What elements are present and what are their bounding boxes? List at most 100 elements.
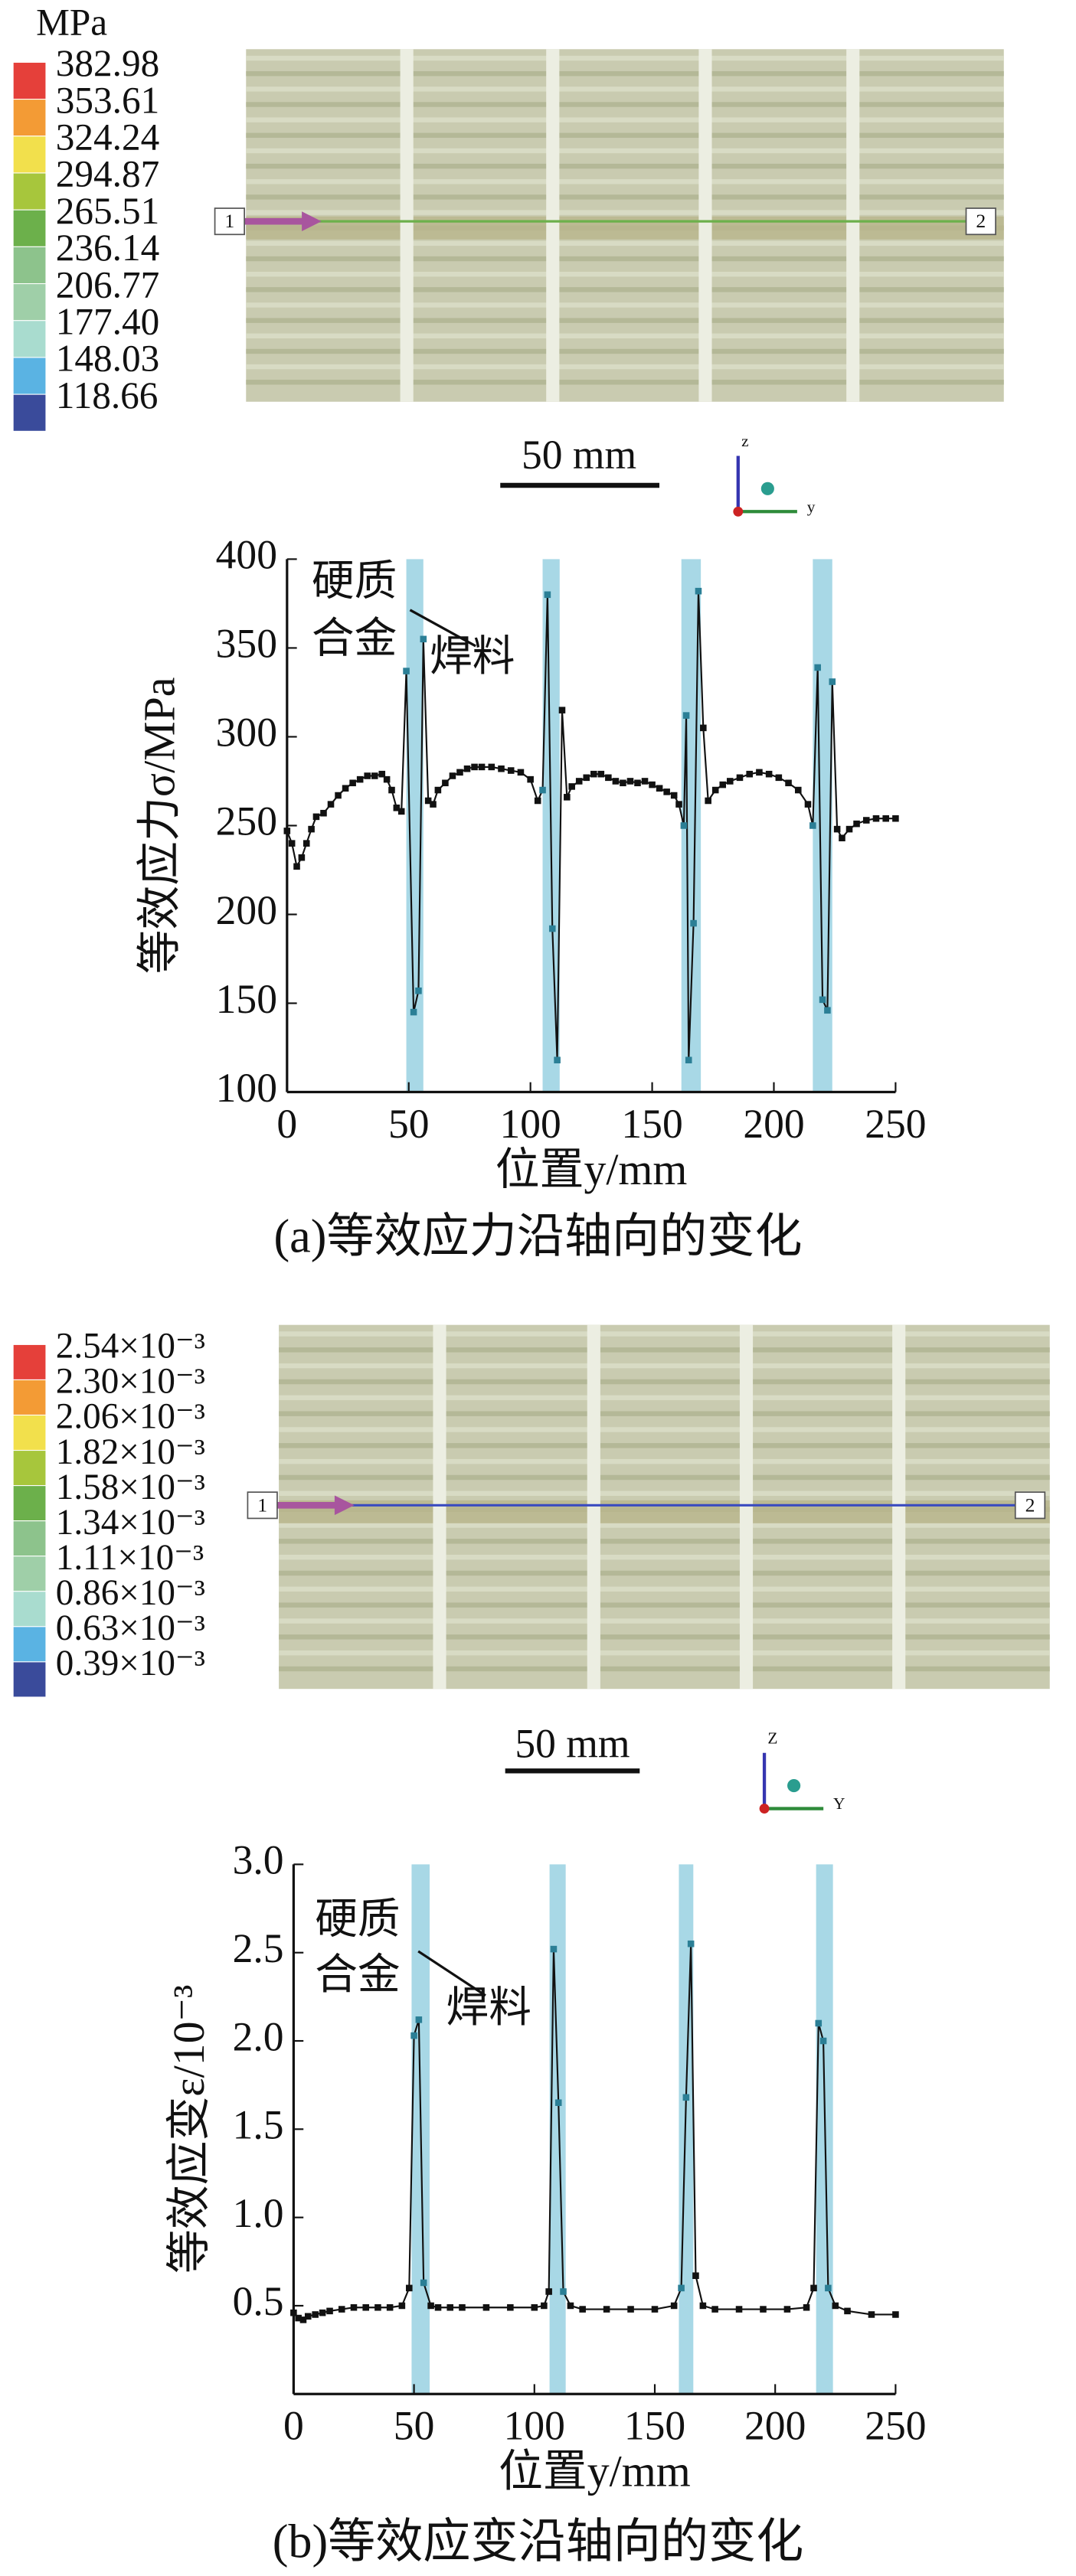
data-point bbox=[298, 854, 306, 861]
contour-stripe bbox=[279, 1443, 1050, 1448]
data-point bbox=[335, 792, 342, 799]
data-point bbox=[882, 815, 889, 822]
scale-bar-label: 50 mm bbox=[515, 1721, 630, 1767]
data-point bbox=[765, 770, 773, 778]
contour-stripe bbox=[279, 1602, 1050, 1608]
data-point bbox=[478, 763, 486, 771]
x-tick-label: 0 bbox=[276, 1101, 297, 1147]
data-point bbox=[832, 2302, 839, 2310]
y-axis-label: 等效应变ε/10⁻³ bbox=[164, 1985, 214, 2274]
data-point bbox=[374, 2303, 381, 2311]
colorbar-swatch bbox=[12, 283, 47, 322]
data-point bbox=[814, 664, 821, 671]
data-point bbox=[430, 801, 437, 808]
data-point bbox=[531, 2303, 538, 2311]
data-point bbox=[295, 2314, 302, 2322]
data-point bbox=[299, 2316, 307, 2323]
data-point bbox=[424, 797, 432, 805]
data-point bbox=[550, 1945, 558, 1953]
data-point bbox=[844, 2307, 851, 2315]
colorbar-swatch bbox=[12, 1626, 47, 1663]
colorbar-label: 0.39×10⁻³ bbox=[56, 1644, 205, 1683]
x-tick-label: 150 bbox=[624, 2403, 685, 2449]
y-tick-label: 3.0 bbox=[233, 1837, 284, 1883]
data-point bbox=[378, 770, 386, 778]
data-point bbox=[678, 2284, 685, 2292]
data-point bbox=[756, 769, 763, 776]
data-point bbox=[892, 2311, 899, 2318]
data-point bbox=[583, 774, 590, 782]
contour-stripe bbox=[246, 348, 1004, 354]
weld-zone bbox=[279, 1500, 1050, 1523]
colorbar-label: 148.03 bbox=[56, 338, 159, 380]
caption: (a)等效应力沿轴向的变化 bbox=[273, 1211, 802, 1263]
data-point bbox=[605, 774, 612, 782]
data-point bbox=[567, 2302, 574, 2310]
colorbar-swatch bbox=[12, 209, 47, 247]
node-label: 2 bbox=[1025, 1494, 1035, 1516]
contour-stripe bbox=[279, 1363, 1050, 1369]
data-point bbox=[590, 770, 597, 778]
colorbar-label: 1.82×10⁻³ bbox=[56, 1432, 205, 1472]
triad-label: Y bbox=[833, 1794, 845, 1813]
annotation: 焊料 bbox=[446, 1984, 531, 2032]
triad-label: y bbox=[807, 498, 816, 516]
data-point bbox=[634, 779, 641, 787]
data-point bbox=[303, 840, 310, 847]
contour-stripe bbox=[246, 333, 1004, 339]
colorbar-swatch bbox=[12, 1591, 47, 1628]
contour-stripe bbox=[246, 117, 1004, 122]
data-point bbox=[868, 2311, 875, 2318]
x-axis-label: 位置y/mm bbox=[499, 2447, 691, 2496]
colorbar-swatch bbox=[12, 135, 47, 174]
colorbar-label: 0.86×10⁻³ bbox=[56, 1573, 205, 1613]
data-point bbox=[675, 801, 682, 808]
data-point bbox=[692, 2272, 699, 2280]
colorbar-swatch bbox=[12, 99, 47, 137]
data-point bbox=[420, 635, 427, 643]
colorbar-unit: MPa bbox=[36, 2, 107, 44]
data-point bbox=[711, 2306, 718, 2313]
contour-stripe bbox=[246, 55, 1004, 61]
colorbar-swatch bbox=[12, 246, 47, 285]
data-point bbox=[699, 2302, 707, 2310]
braze-layer bbox=[546, 49, 560, 402]
data-point bbox=[603, 2306, 610, 2313]
contour-stripe bbox=[246, 102, 1004, 107]
colorbar-swatch bbox=[12, 393, 47, 432]
x-axis-label: 位置y/mm bbox=[495, 1144, 688, 1194]
contour-stripe bbox=[279, 1634, 1050, 1640]
contour-stripe bbox=[279, 1411, 1050, 1416]
colorbar-label: 353.61 bbox=[56, 79, 159, 121]
data-point bbox=[326, 2307, 333, 2315]
node-label: 1 bbox=[257, 1494, 267, 1516]
data-point bbox=[544, 591, 551, 599]
data-point bbox=[442, 779, 449, 787]
data-point bbox=[651, 2306, 659, 2313]
data-point bbox=[833, 825, 841, 833]
data-line bbox=[293, 1944, 896, 2321]
data-point bbox=[785, 779, 792, 787]
colorbar-swatch bbox=[12, 357, 47, 395]
annotation-leader bbox=[409, 609, 476, 648]
contour-stripe bbox=[279, 1395, 1050, 1401]
y-tick-label: 1.0 bbox=[233, 2190, 284, 2236]
data-point bbox=[862, 817, 870, 824]
node-label: 1 bbox=[224, 210, 234, 232]
data-point bbox=[682, 712, 690, 719]
data-point bbox=[829, 678, 836, 685]
data-point bbox=[620, 779, 626, 787]
data-point bbox=[554, 2099, 562, 2107]
contour-stripe bbox=[246, 318, 1004, 323]
y-tick-label: 250 bbox=[216, 798, 277, 844]
data-point bbox=[726, 778, 734, 785]
path-arrow-head bbox=[334, 1495, 355, 1516]
data-point bbox=[350, 2303, 358, 2311]
data-point bbox=[746, 770, 753, 778]
data-point bbox=[810, 2284, 817, 2292]
data-point bbox=[839, 834, 845, 841]
data-point bbox=[534, 797, 541, 805]
data-point bbox=[568, 783, 575, 790]
colorbar-label: 206.77 bbox=[56, 263, 159, 305]
data-point bbox=[872, 815, 880, 822]
